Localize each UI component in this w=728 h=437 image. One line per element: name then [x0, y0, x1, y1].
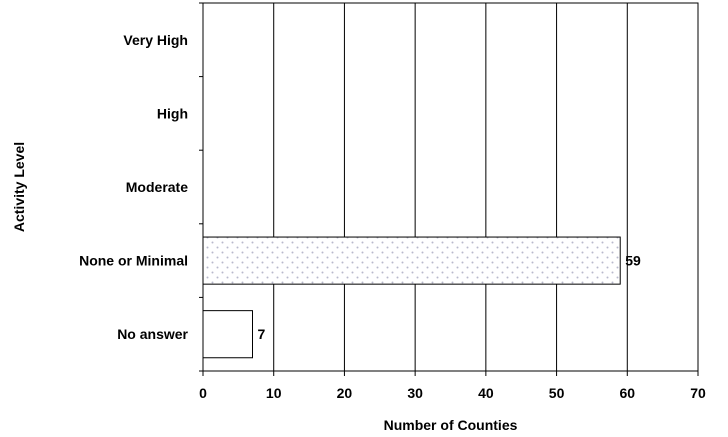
x-axis-title: Number of Counties — [384, 417, 518, 433]
bars — [202, 236, 621, 359]
category-label: No answer — [117, 326, 188, 342]
plot-frame — [202, 2, 699, 372]
x-tick-label: 20 — [337, 385, 353, 401]
category-label: None or Minimal — [79, 253, 188, 269]
labels: 0 10 20 30 40 50 60 70 Very High High Moderate None… — [79, 32, 706, 401]
x-tick-label: 0 — [199, 385, 207, 401]
x-tick-label: 50 — [549, 385, 565, 401]
category-label: Very High — [123, 32, 188, 48]
gridlines — [273, 3, 699, 371]
data-label: 7 — [258, 326, 266, 342]
x-tick-label: 30 — [407, 385, 423, 401]
bar — [202, 236, 621, 285]
bar — [202, 310, 253, 359]
x-tick-label: 60 — [619, 385, 635, 401]
y-axis-title: Activity Level — [11, 142, 27, 232]
x-tick-label: 40 — [478, 385, 494, 401]
x-tick-label: 10 — [266, 385, 282, 401]
data-label: 59 — [625, 253, 641, 269]
x-tick-label: 70 — [690, 385, 706, 401]
axes — [199, 2, 699, 376]
category-label: Moderate — [126, 179, 188, 195]
category-label: High — [157, 105, 188, 121]
